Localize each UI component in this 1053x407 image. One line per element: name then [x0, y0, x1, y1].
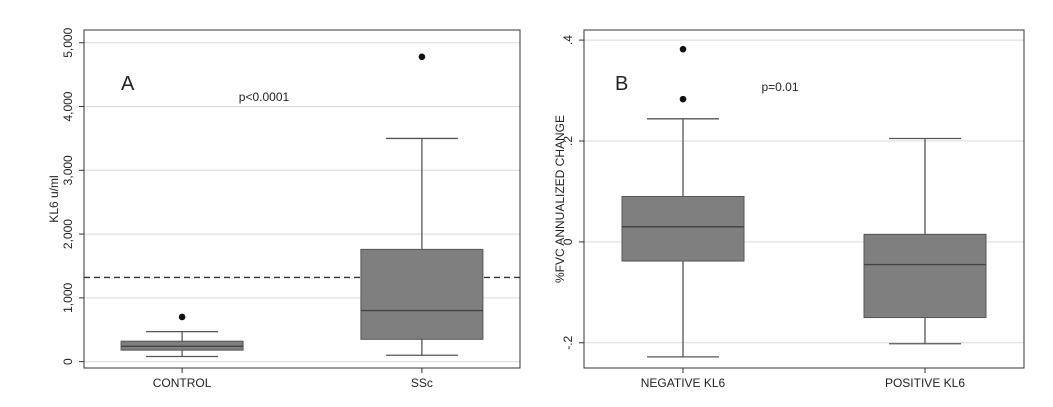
y-tick-label: 5,000 [61, 27, 75, 57]
y-tick-label: .2 [561, 136, 575, 146]
p-value-annotation: p=0.01 [761, 80, 798, 94]
box-plot-negative-kl6 [621, 45, 745, 358]
y-tick-label: 0 [61, 358, 75, 365]
box-plot-ssc [360, 53, 484, 356]
box-plot-control [120, 313, 244, 358]
panel-label: A [121, 73, 135, 95]
y-tick-label: 2,000 [61, 219, 75, 249]
y-tick-label: .4 [561, 35, 575, 45]
plot-frame [83, 29, 521, 369]
x-category-label: NEGATIVE KL6 [641, 376, 726, 390]
outlier-point [679, 45, 687, 53]
panel-label: B [615, 73, 628, 95]
x-category-label: CONTROL [153, 376, 212, 390]
plot-frame [583, 29, 1025, 369]
y-axis-title: %FVC ANNUALIZED CHANGE [553, 115, 567, 283]
box-iqr [863, 233, 987, 319]
y-tick-label: -.2 [561, 335, 575, 349]
box-plot-positive-kl6 [863, 137, 987, 345]
outlier-point [418, 53, 426, 61]
panel-a-chart: 0 1,000 2,000 3,000 4,000 5,000 KL6 u/ml Ap<0.0… [47, 27, 521, 390]
y-tick-label: 0 [561, 238, 575, 245]
panel-b-chart: -.2 0 .2 .4 %FVC ANNUALIZED CHANGE B p=0.01 NEG… [553, 29, 1025, 390]
outlier-point [679, 95, 687, 103]
x-category-label: POSITIVE KL6 [885, 376, 965, 390]
y-axis-title: KL6 u/ml [47, 175, 61, 222]
box-iqr [360, 248, 484, 340]
p-value-annotation: p<0.0001 [239, 90, 290, 104]
y-tick-label: 3,000 [61, 155, 75, 185]
box-iqr [621, 195, 745, 262]
outlier-point [178, 313, 186, 321]
x-category-label: SSc [411, 376, 433, 390]
y-tick-label: 1,000 [61, 283, 75, 313]
y-tick-label: 4,000 [61, 91, 75, 121]
